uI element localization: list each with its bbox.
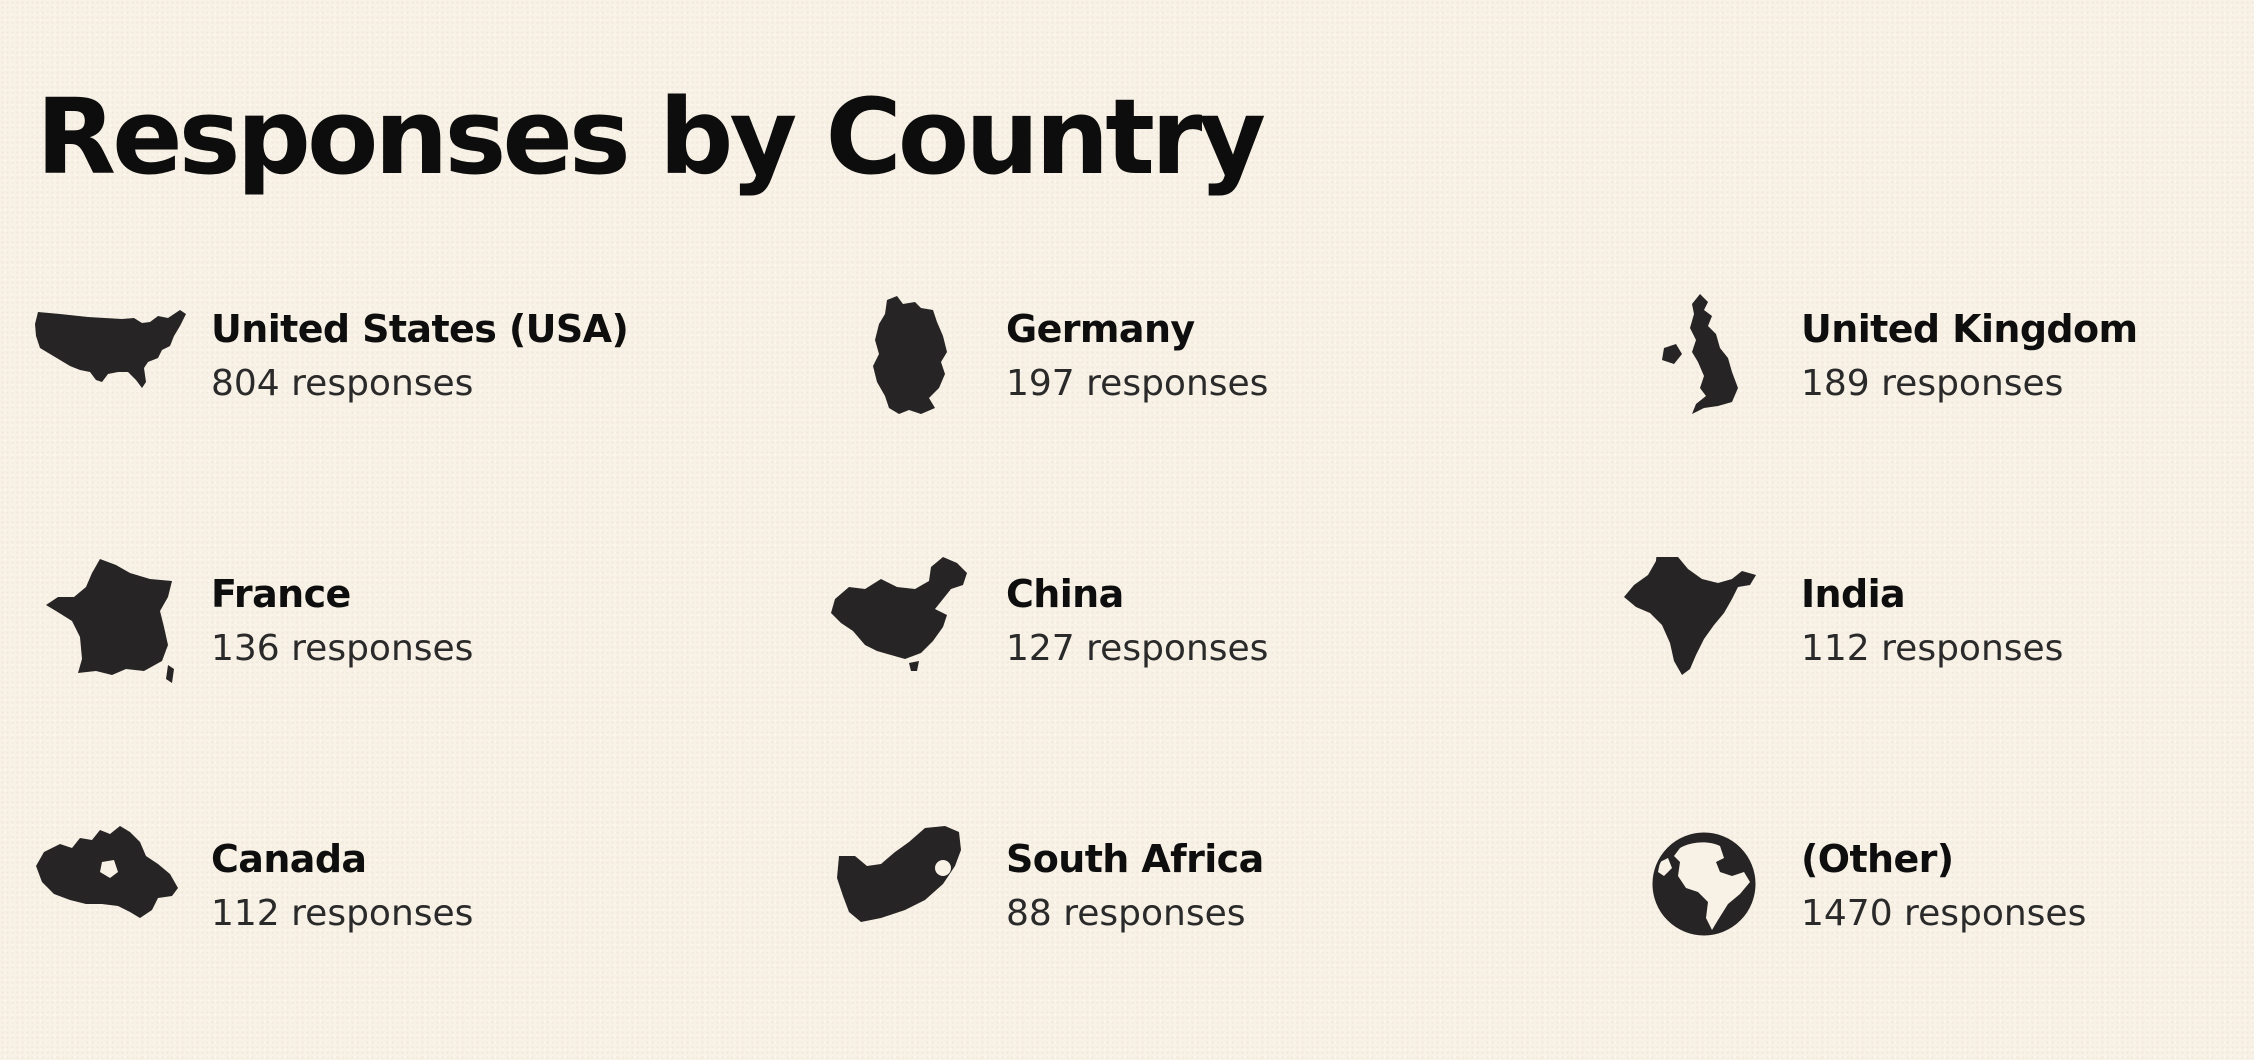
response-count: 189 responses: [1801, 363, 2064, 404]
china-map-icon: [825, 557, 995, 697]
country-name: India: [1801, 572, 1906, 616]
country-item-uk: United Kingdom 189 responses: [1620, 292, 2254, 452]
country-name: South Africa: [1006, 837, 1264, 881]
country-item-usa: United States (USA) 804 responses: [30, 292, 730, 452]
country-name: China: [1006, 572, 1124, 616]
usa-map-icon: [30, 292, 200, 432]
canada-map-icon: [30, 822, 200, 962]
country-item-canada: Canada 112 responses: [30, 822, 730, 982]
country-name: (Other): [1801, 837, 1954, 881]
country-name: Germany: [1006, 307, 1195, 351]
uk-map-icon: [1620, 292, 1790, 432]
page-title: Responses by Country: [36, 76, 1266, 198]
response-count: 112 responses: [1801, 628, 2064, 669]
country-name: United Kingdom: [1801, 307, 2138, 351]
country-item-south-africa: South Africa 88 responses: [825, 822, 1525, 982]
south-africa-map-icon: [825, 822, 995, 962]
response-count: 112 responses: [211, 893, 474, 934]
response-count: 197 responses: [1006, 363, 1269, 404]
country-item-india: India 112 responses: [1620, 557, 2254, 717]
response-count: 88 responses: [1006, 893, 1246, 934]
country-item-france: France 136 responses: [30, 557, 730, 717]
india-map-icon: [1620, 557, 1790, 697]
country-name: France: [211, 572, 351, 616]
country-item-other: (Other) 1470 responses: [1620, 822, 2254, 982]
globe-icon: [1620, 822, 1790, 962]
country-item-china: China 127 responses: [825, 557, 1525, 717]
country-name: United States (USA): [211, 307, 629, 351]
response-count: 136 responses: [211, 628, 474, 669]
country-item-germany: Germany 197 responses: [825, 292, 1525, 452]
france-map-icon: [30, 557, 200, 697]
response-count: 127 responses: [1006, 628, 1269, 669]
response-count: 804 responses: [211, 363, 474, 404]
country-name: Canada: [211, 837, 367, 881]
response-count: 1470 responses: [1801, 893, 2087, 934]
germany-map-icon: [825, 292, 995, 432]
